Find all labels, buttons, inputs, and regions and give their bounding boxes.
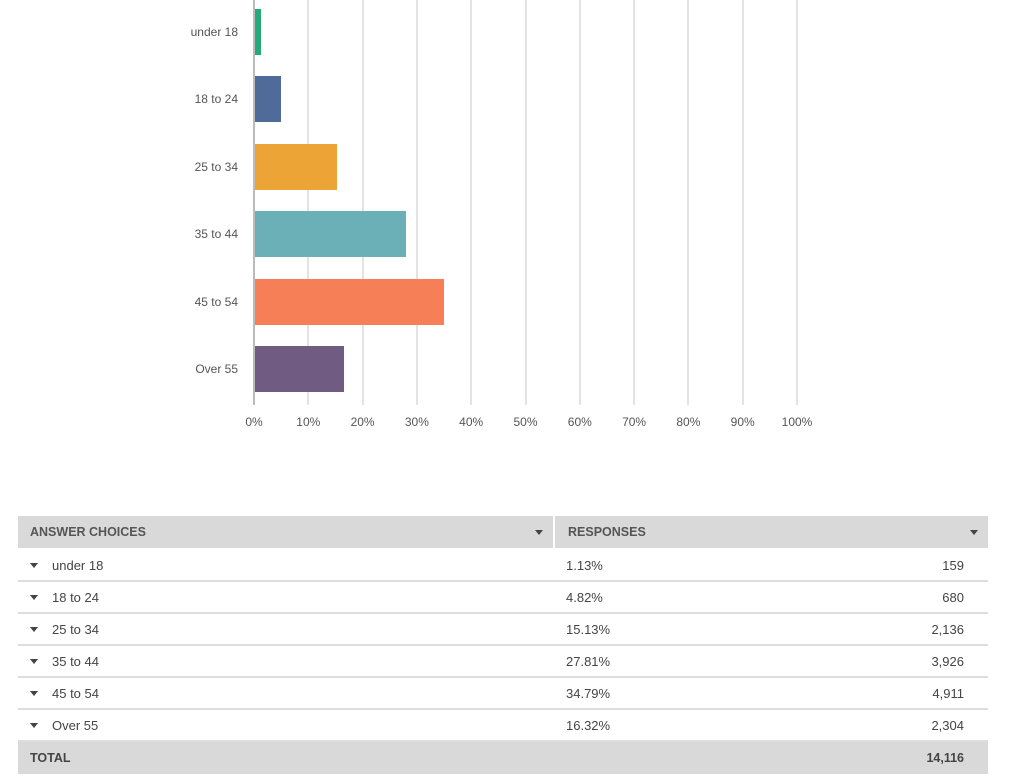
expand-caret-icon[interactable] <box>30 722 38 728</box>
gridline <box>415 0 418 405</box>
category-label: 25 to 34 <box>194 159 238 174</box>
category-label: 35 to 44 <box>194 227 238 242</box>
x-tick-label: 70% <box>622 415 647 429</box>
x-tick-label: 30% <box>404 415 429 429</box>
expand-caret-icon[interactable] <box>30 690 38 696</box>
gridline <box>361 0 364 405</box>
x-tick-label: 90% <box>730 415 755 429</box>
table-row: 25 to 34 15.13% 2,136 <box>18 614 988 646</box>
response-count: 2,304 <box>931 717 964 733</box>
bar-chart: 0% 10% 20% 30% 40% 50% 60% 70% 80% 90% 100% under 1… <box>190 0 813 429</box>
sort-caret-icon[interactable] <box>535 529 543 535</box>
bar[interactable] <box>255 76 282 123</box>
x-tick-label: 60% <box>567 415 592 429</box>
response-percent: 4.82% <box>566 589 603 605</box>
answer-label: under 18 <box>52 557 104 573</box>
bar[interactable] <box>255 346 344 392</box>
x-tick-label: 100% <box>781 415 813 429</box>
table-row: under 18 1.13% 159 <box>18 550 988 582</box>
x-tick-label: 40% <box>459 415 484 429</box>
table-header: ANSWER CHOICES RESPONSES <box>18 516 988 550</box>
response-percent: 16.32% <box>566 717 611 733</box>
category-label: 45 to 54 <box>194 294 238 309</box>
response-percent: 15.13% <box>566 621 611 637</box>
gridline <box>307 0 310 405</box>
bar[interactable] <box>255 278 444 325</box>
bar[interactable] <box>255 9 262 55</box>
response-count: 159 <box>942 557 964 573</box>
response-percent: 27.81% <box>566 653 611 669</box>
response-percent: 1.13% <box>566 557 603 573</box>
expand-caret-icon[interactable] <box>30 562 38 568</box>
answer-choices-header[interactable]: ANSWER CHOICES <box>18 516 555 548</box>
response-count: 3,926 <box>931 653 964 669</box>
table-row: 45 to 54 34.79% 4,911 <box>18 678 988 710</box>
x-tick-label: 0% <box>245 415 263 429</box>
total-row: TOTAL 14,116 <box>18 742 988 774</box>
gridline <box>796 0 798 405</box>
gridline <box>687 0 690 405</box>
table-row: 18 to 24 4.82% 680 <box>18 582 988 614</box>
gridline <box>741 0 744 405</box>
x-tick-label: 20% <box>350 415 375 429</box>
answer-label: 25 to 34 <box>52 621 99 637</box>
expand-caret-icon[interactable] <box>30 594 38 600</box>
response-count: 680 <box>942 589 964 605</box>
gridline <box>470 0 473 405</box>
table-row: Over 55 16.32% 2,304 <box>18 710 988 742</box>
x-tick-label: 80% <box>676 415 701 429</box>
gridline <box>524 0 527 405</box>
answer-label: Over 55 <box>52 717 99 733</box>
category-label: Over 55 <box>195 362 238 376</box>
response-percent: 34.79% <box>566 685 611 701</box>
expand-caret-icon[interactable] <box>30 626 38 632</box>
expand-caret-icon[interactable] <box>30 658 38 664</box>
sort-caret-icon[interactable] <box>970 529 978 535</box>
answer-label: 35 to 44 <box>52 653 99 669</box>
responses-table: ANSWER CHOICES RESPONSES under 18 1.13% 15… <box>18 516 988 774</box>
x-tick-label: 10% <box>296 415 321 429</box>
answer-label: 45 to 54 <box>52 685 99 701</box>
answer-label: 18 to 24 <box>52 589 99 605</box>
table-row: 35 to 44 27.81% 3,926 <box>18 646 988 678</box>
response-count: 4,911 <box>932 685 964 701</box>
gridline <box>633 0 636 405</box>
response-count: 2,136 <box>931 621 964 637</box>
category-label: under 18 <box>190 25 238 39</box>
gridline <box>578 0 581 405</box>
responses-header[interactable]: RESPONSES <box>555 516 988 548</box>
x-tick-label: 50% <box>513 415 538 429</box>
gridline <box>253 0 255 405</box>
bar[interactable] <box>255 211 406 258</box>
category-label: 18 to 24 <box>194 92 238 107</box>
bar[interactable] <box>255 143 338 190</box>
